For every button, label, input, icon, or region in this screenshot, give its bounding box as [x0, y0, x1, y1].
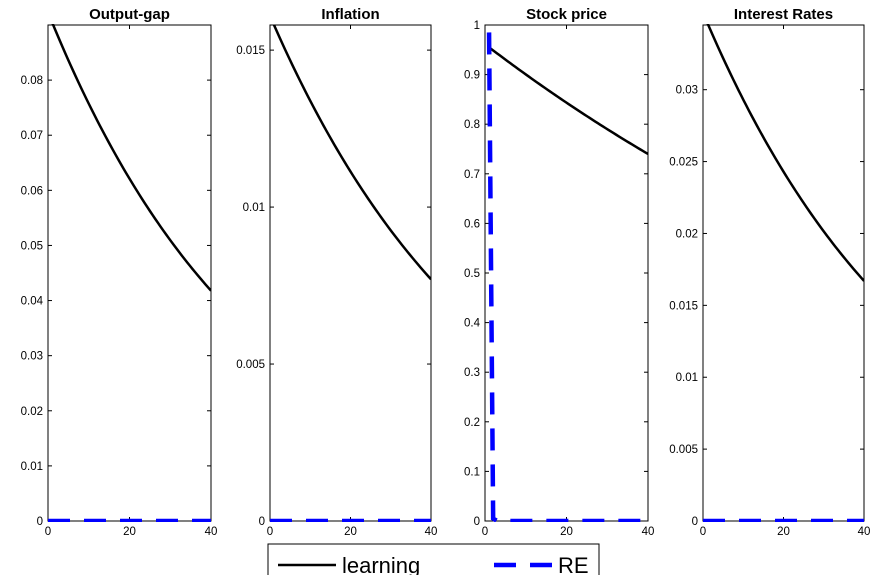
y-tick-label: 0.7	[464, 169, 480, 181]
series-learning-line	[272, 24, 431, 281]
panel-stock-price: 0 0.1 0.2 0.3 0.4 0.5 0.6 0.7 0.8 0.9 1 0 20 40 Stock …	[464, 6, 654, 538]
y-tick-label: 0.015	[236, 45, 265, 57]
y-tick-label: 0.8	[464, 119, 480, 131]
x-tick-label: 40	[858, 526, 871, 538]
x-tick-label: 0	[482, 526, 488, 538]
panel-title: Inflation	[321, 6, 379, 23]
x-tick-label: 0	[267, 526, 273, 538]
x-tick-label: 40	[205, 526, 218, 538]
series-learning-line	[51, 24, 211, 292]
y-tick-label: 0.01	[676, 372, 698, 384]
axes-box	[702, 24, 865, 522]
y-tick-label: 0.015	[669, 300, 698, 312]
y-tick-label: 0.06	[21, 185, 43, 197]
panel-output-gap: 0 0.01 0.02 0.03 0.04 0.05 0.06 0.07 0.08 0 20 40 Ou…	[21, 6, 218, 538]
y-tick-label: 0.2	[464, 417, 480, 429]
legend-learning-label: learning	[342, 553, 420, 575]
y-tick-label: 0.01	[243, 202, 265, 214]
panel-inflation: 0 0.005 0.01 0.015 0 20 40 Inflation	[236, 6, 437, 538]
x-tick-label: 0	[700, 526, 706, 538]
legend-re-label: RE	[558, 553, 589, 575]
y-tick-label: 0.02	[676, 228, 698, 240]
y-tick-label: 0.4	[464, 318, 481, 330]
x-tick-label: 20	[123, 526, 136, 538]
y-tick-label: 0.025	[669, 157, 698, 169]
y-tick-label: 0.01	[21, 461, 43, 473]
y-tick-label: 1	[474, 20, 480, 32]
x-tick-label: 40	[425, 526, 438, 538]
x-tick-label: 20	[344, 526, 357, 538]
y-tick-label: 0.5	[464, 268, 480, 280]
panel-title: Output-gap	[89, 6, 170, 23]
y-tick-label: 0	[692, 516, 698, 528]
series-learning-line	[488, 46, 648, 156]
y-tick-label: 0	[37, 516, 43, 528]
y-tick-label: 0.04	[21, 296, 44, 308]
y-tick-label: 0.3	[464, 367, 480, 379]
y-tick-label: 0.03	[21, 351, 43, 363]
y-tick-label: 0	[474, 516, 480, 528]
y-tick-label: 0.005	[236, 359, 265, 371]
axes-box	[269, 24, 432, 522]
y-tick-label: 0.03	[676, 85, 698, 97]
panel-interest-rates: 0 0.005 0.01 0.015 0.02 0.025 0.03 0 20 40 Interes…	[669, 6, 870, 538]
y-tick-label: 0.1	[464, 466, 480, 478]
axes-box	[47, 24, 212, 522]
legend-box	[267, 543, 600, 575]
y-tick-label: 0	[259, 516, 265, 528]
y-tick-label: 0.08	[21, 75, 43, 87]
x-tick-label: 0	[45, 526, 51, 538]
y-tick-label: 0.005	[669, 444, 698, 456]
y-tick-label: 0.02	[21, 406, 43, 418]
series-learning-line	[706, 24, 864, 282]
series-re-line	[486, 32, 648, 522]
y-tick-label: 0.05	[21, 240, 43, 252]
x-tick-label: 40	[642, 526, 655, 538]
panel-title: Stock price	[526, 6, 607, 23]
axes-box	[484, 24, 649, 522]
panel-title: Interest Rates	[734, 6, 833, 23]
x-tick-label: 20	[560, 526, 573, 538]
x-tick-label: 20	[777, 526, 790, 538]
y-tick-label: 0.9	[464, 70, 480, 82]
y-tick-label: 0.07	[21, 130, 43, 142]
y-tick-label: 0.6	[464, 218, 480, 230]
legend: learning RE	[267, 543, 600, 575]
